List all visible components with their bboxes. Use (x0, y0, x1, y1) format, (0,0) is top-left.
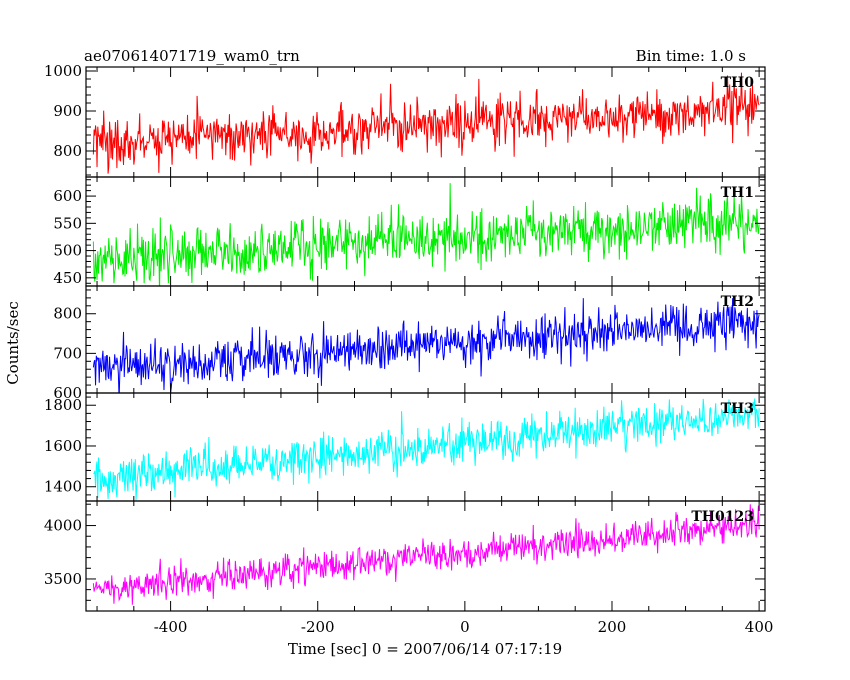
y-tick-label: 600 (53, 187, 82, 205)
y-tick-label: 450 (53, 269, 82, 287)
panel-th2: 600 700 800 TH2 (53, 285, 766, 402)
series-line-th2 (92, 298, 760, 393)
y-tick-label: 3500 (44, 570, 82, 588)
panel-th1: 450 500 550 600 TH1 (53, 176, 766, 287)
y-tick-label: 800 (53, 142, 82, 160)
y-tick-label: 550 (53, 214, 82, 232)
x-tick-label: 0 (460, 618, 470, 636)
series-label-th1: TH1 (721, 185, 754, 201)
y-tick-label: 500 (53, 242, 82, 260)
panel-th0: 800 900 1000 TH0 (44, 62, 766, 178)
y-tick-label: 1600 (44, 437, 82, 455)
series-label-th0123: TH0123 (691, 509, 754, 525)
series-line-th0123 (92, 504, 760, 605)
y-tick-label: 1000 (44, 62, 82, 80)
y-tick-label: 700 (53, 344, 82, 362)
series-line-th3 (93, 398, 760, 501)
bin-time-label: Bin time: 1.0 s (636, 47, 746, 65)
y-tick-label: 1400 (44, 478, 82, 496)
panel-th3: 1400 1600 1800 TH3 (44, 392, 766, 502)
y-tick-label: 600 (53, 384, 82, 402)
x-tick-label: -400 (154, 618, 188, 636)
panel-th0123: 3500 4000 TH0123 (44, 500, 766, 612)
chart-title: ae070614071719_wam0_trn (84, 47, 300, 65)
y-tick-label: 4000 (44, 517, 82, 535)
series-line-th0 (92, 72, 760, 174)
x-tick-label: 200 (598, 618, 627, 636)
x-tick-label: 400 (745, 618, 774, 636)
series-label-th3: TH3 (721, 401, 754, 417)
x-tick-label: -200 (301, 618, 335, 636)
y-tick-label: 800 (53, 305, 82, 323)
series-label-th0: TH0 (721, 75, 755, 91)
panel-frame (85, 500, 766, 612)
y-tick-label: 1800 (44, 396, 82, 414)
y-axis-label: Counts/sec (4, 301, 22, 385)
series-line-th1 (92, 183, 760, 286)
series-label-th2: TH2 (721, 294, 754, 310)
y-tick-label: 900 (53, 102, 82, 120)
x-axis-label: Time [sec] 0 = 2007/06/14 07:17:19 (288, 640, 562, 658)
